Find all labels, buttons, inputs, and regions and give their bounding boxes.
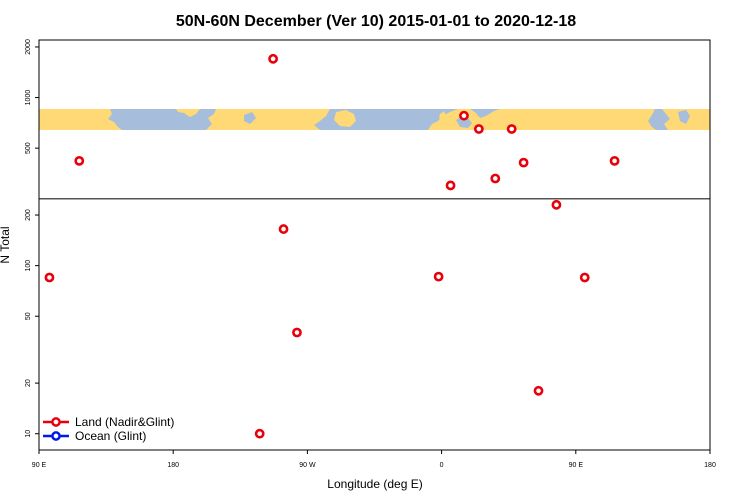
- x-tick-label: 90 E: [569, 462, 584, 469]
- legend-ocean-marker-icon: [51, 431, 61, 441]
- data-point: [533, 385, 544, 396]
- map-land-baltic: [456, 116, 472, 128]
- map-land-hudson-bay: [244, 112, 256, 124]
- data-point: [609, 155, 620, 166]
- data-point: [551, 199, 562, 210]
- data-points: [44, 53, 620, 439]
- data-point: [459, 110, 469, 121]
- legend-item-ocean: Ocean (Glint): [43, 429, 146, 443]
- map-land-asia-west: [39, 109, 122, 130]
- y-tick-label: 1000: [25, 90, 32, 106]
- map-land-alaska-coast: [176, 109, 200, 117]
- y-axis: 10 20 50 100 200 500 1000 2000: [25, 39, 39, 438]
- map-land-europe: [428, 109, 656, 130]
- y-tick-label: 10: [25, 430, 32, 438]
- y-axis-label: N Total: [0, 226, 12, 263]
- legend: Land (Nadir&Glint) Ocean (Glint): [43, 415, 174, 443]
- data-point: [44, 272, 55, 283]
- data-point: [254, 428, 265, 439]
- legend-ocean-label: Ocean (Glint): [75, 429, 146, 443]
- y-tick-label: 500: [25, 142, 32, 154]
- x-axis-label: Longitude (deg E): [327, 477, 422, 491]
- data-point: [433, 271, 444, 282]
- data-point: [74, 155, 85, 166]
- legend-land-marker-icon: [51, 417, 61, 427]
- legend-land-label: Land (Nadir&Glint): [75, 415, 174, 429]
- map-land-north-america: [206, 109, 330, 130]
- x-tick-label: 90 W: [299, 462, 316, 469]
- map-land-british-isles: [439, 111, 446, 120]
- data-point: [278, 224, 289, 234]
- plot-frame: [38, 39, 711, 451]
- chart-title: 50N-60N December (Ver 10) 2015-01-01 to …: [176, 13, 576, 30]
- x-tick-label: 0: [440, 462, 444, 469]
- data-point: [518, 157, 529, 168]
- y-tick-label: 50: [25, 312, 32, 320]
- y-tick-label: 200: [25, 209, 32, 221]
- y-tick-label: 20: [25, 379, 32, 387]
- world-map-strip: [39, 109, 710, 130]
- y-tick-label: 2000: [25, 39, 32, 55]
- x-tick-label: 180: [704, 462, 716, 469]
- map-land-labrador: [334, 110, 356, 127]
- x-tick-label: 90 E: [32, 462, 47, 469]
- data-point: [506, 124, 517, 134]
- map-land-kamchatka: [132, 109, 150, 130]
- data-point: [268, 53, 279, 64]
- data-point: [445, 180, 456, 191]
- map-land-okhotsk: [678, 110, 690, 124]
- data-point: [292, 327, 302, 338]
- x-tick-label: 180: [167, 462, 179, 469]
- data-point: [490, 173, 501, 184]
- data-point: [473, 124, 484, 134]
- y-tick-label: 100: [25, 260, 32, 272]
- legend-item-land: Land (Nadir&Glint): [43, 415, 174, 429]
- data-point: [579, 272, 590, 283]
- x-axis: 90 E 180 90 W 0 90 E 180: [32, 450, 716, 469]
